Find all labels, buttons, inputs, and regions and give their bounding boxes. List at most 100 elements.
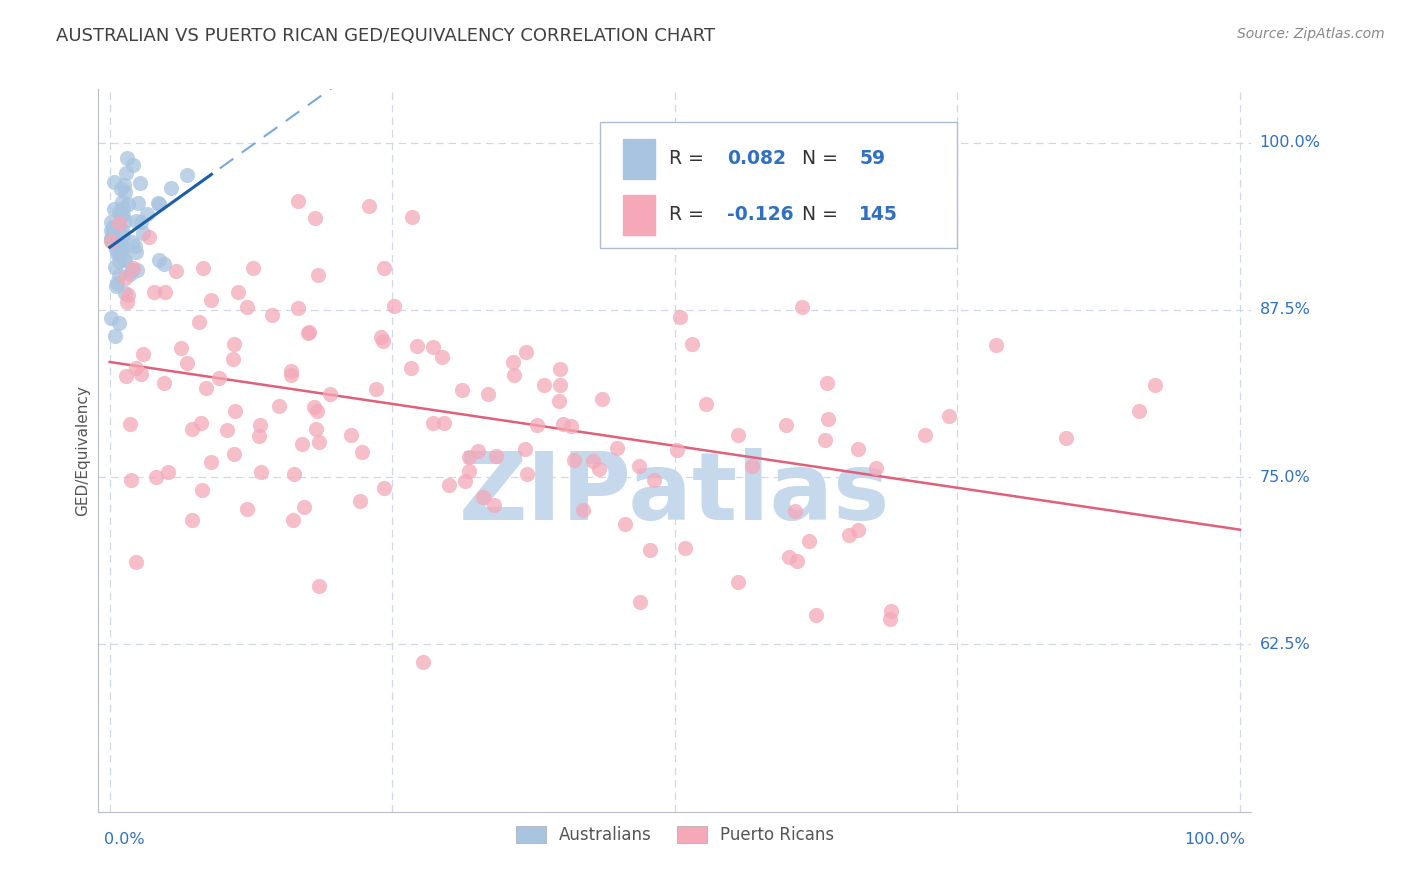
Point [146,196,169,211]
Point [125,214,148,228]
Point [879,612,901,626]
Point [100,215,122,229]
Point [588,462,610,476]
Point [515,345,537,359]
Point [457,464,479,478]
Point [112,178,135,193]
Point [114,213,136,227]
Point [165,264,187,278]
Point [249,465,271,479]
Point [208,370,231,384]
Point [630,595,652,609]
Point [249,429,271,443]
Point [135,207,157,221]
Point [114,185,136,199]
Point [176,356,198,370]
Point [371,334,394,348]
Point [880,604,903,618]
Point [370,330,392,344]
Text: 100.0%: 100.0% [1260,136,1320,150]
Point [838,527,860,541]
Point [472,491,495,505]
Point [129,368,152,382]
Point [111,244,134,259]
Point [128,176,150,190]
Point [108,216,131,230]
Point [484,499,506,513]
Point [110,208,132,222]
Point [108,316,131,330]
Point [190,417,212,431]
Point [153,257,176,271]
Point [101,219,124,234]
Point [790,300,813,314]
Point [613,516,636,531]
Point [984,338,1007,352]
Point [170,341,193,355]
Point [111,208,134,222]
Point [143,285,166,300]
Point [120,473,142,487]
Point [814,433,837,447]
Point [307,268,329,282]
Point [155,285,177,299]
Point [453,475,475,489]
Point [572,503,595,517]
Text: 100.0%: 100.0% [1185,832,1246,847]
Point [606,441,628,455]
Point [267,399,290,413]
Point [458,450,481,465]
Text: 75.0%: 75.0% [1260,470,1310,484]
Point [422,416,444,430]
Point [339,428,361,442]
Point [797,534,820,549]
Point [118,417,141,432]
Point [114,369,136,384]
Point [775,418,797,433]
Point [485,449,508,463]
Point [1143,378,1166,392]
Text: N =: N = [801,205,844,224]
Point [100,228,122,243]
Point [103,202,125,217]
Point [224,403,246,417]
Point [100,223,122,237]
Point [553,417,575,432]
Text: 0.082: 0.082 [727,149,786,169]
Point [236,300,259,314]
Point [114,253,136,268]
Point [846,442,869,457]
FancyBboxPatch shape [623,139,655,178]
Point [120,268,142,282]
Point [124,244,146,259]
Point [108,247,131,261]
Point [281,513,304,527]
Point [105,279,128,293]
Text: ZIPatlas: ZIPatlas [460,448,890,540]
Text: 87.5%: 87.5% [1260,302,1310,318]
Point [117,294,139,309]
Point [591,392,613,407]
Point [727,428,749,442]
Point [124,239,146,253]
Text: R =: R = [669,149,710,169]
Point [502,355,524,369]
Point [439,477,461,491]
Point [222,337,245,351]
Point [115,151,138,165]
Point [627,458,650,473]
Point [104,260,127,275]
Point [122,261,145,276]
Point [125,555,148,569]
Point [191,260,214,275]
Point [422,340,444,354]
Point [114,270,136,285]
Point [412,655,434,669]
Point [846,524,869,538]
Point [104,329,127,343]
Point [242,260,264,275]
Point [200,455,222,469]
Point [560,418,582,433]
Text: AUSTRALIAN VS PUERTO RICAN GED/EQUIVALENCY CORRELATION CHART: AUSTRALIAN VS PUERTO RICAN GED/EQUIVALEN… [56,27,716,45]
Point [153,376,176,390]
